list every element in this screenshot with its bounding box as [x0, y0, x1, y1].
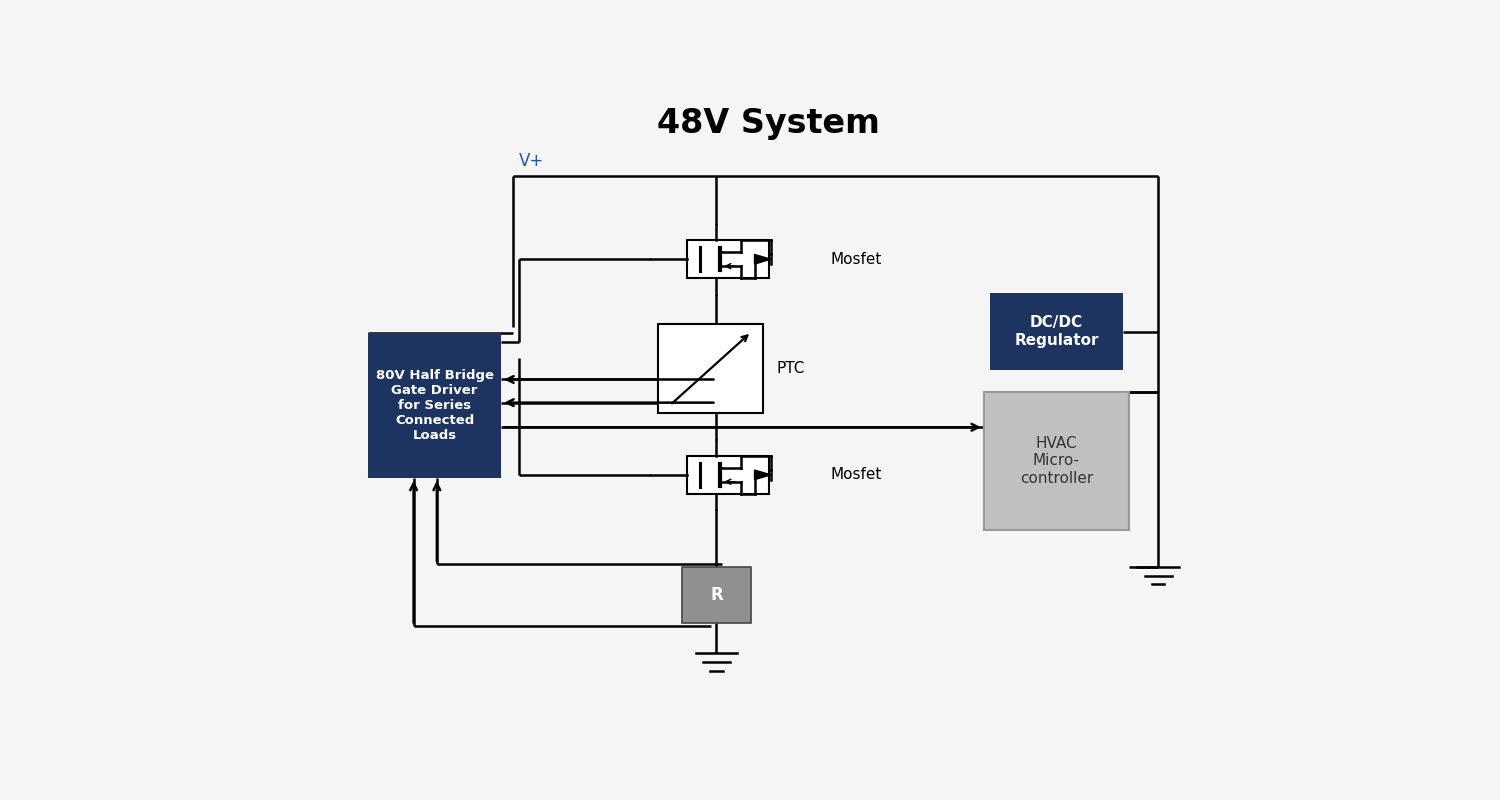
Text: 80V Half Bridge
Gate Driver
for Series
Connected
Loads: 80V Half Bridge Gate Driver for Series C…	[375, 369, 494, 442]
Text: 48V System: 48V System	[657, 107, 880, 140]
Text: Mosfet: Mosfet	[831, 467, 882, 482]
Text: PTC: PTC	[777, 361, 806, 376]
Text: DC/DC
Regulator: DC/DC Regulator	[1014, 315, 1098, 348]
Polygon shape	[754, 470, 771, 480]
Bar	[990, 293, 1124, 370]
Bar	[687, 456, 768, 494]
Bar	[658, 324, 764, 414]
Text: R: R	[710, 586, 723, 604]
Bar	[984, 392, 1130, 530]
Bar	[368, 333, 501, 478]
Text: HVAC
Micro-
controller: HVAC Micro- controller	[1020, 436, 1094, 486]
Polygon shape	[754, 254, 771, 264]
Bar	[681, 567, 752, 622]
Text: Mosfet: Mosfet	[831, 252, 882, 266]
Bar	[687, 240, 768, 278]
Text: V+: V+	[519, 152, 544, 170]
